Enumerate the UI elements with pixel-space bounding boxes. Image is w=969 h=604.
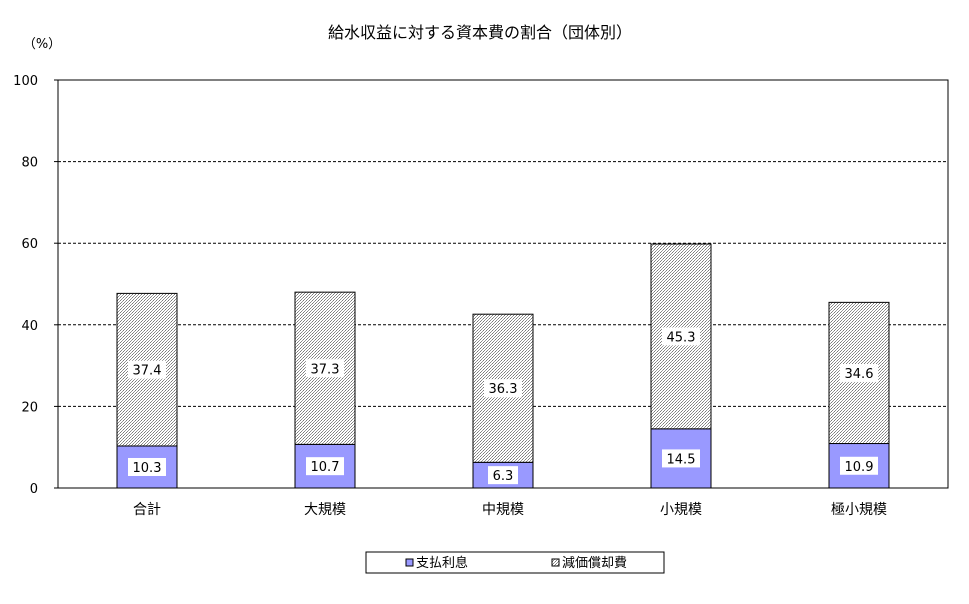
data-label-box xyxy=(484,379,522,398)
y-tick-label: 80 xyxy=(21,156,38,171)
data-label: 10.9 xyxy=(845,460,874,475)
y-unit-label: （%） xyxy=(23,37,61,52)
data-label-box xyxy=(840,363,878,382)
data-label: 14.5 xyxy=(667,452,696,467)
y-tick-label: 100 xyxy=(13,74,38,89)
x-tick-label: 中規模 xyxy=(482,502,524,518)
data-label-box xyxy=(128,457,166,476)
x-tick-label: 合計 xyxy=(133,502,161,518)
data-label-box xyxy=(662,327,700,346)
legend-label: 支払利息 xyxy=(416,555,468,571)
data-label-box xyxy=(128,360,166,379)
data-label: 37.3 xyxy=(311,362,340,377)
data-label: 10.3 xyxy=(133,461,162,476)
axes: 0 20 40 60 80 100 合計 大規模 中規模 小規模 極小規模 xyxy=(13,74,949,518)
legend: 支払利息 減価償却費 xyxy=(365,551,665,574)
data-label: 6.3 xyxy=(493,469,514,484)
data-label-box xyxy=(306,359,344,378)
data-label: 45.3 xyxy=(667,330,696,345)
x-tick-label: 小規模 xyxy=(660,502,702,518)
y-tick-label: 60 xyxy=(21,237,38,252)
legend-label: 減価償却費 xyxy=(562,555,627,571)
bar-segment xyxy=(472,313,534,463)
data-label: 10.7 xyxy=(311,460,340,475)
y-tick-label: 0 xyxy=(30,482,38,497)
bar-segment xyxy=(294,291,356,445)
data-label: 34.6 xyxy=(845,367,874,382)
data-label-box xyxy=(306,457,344,476)
data-label: 36.3 xyxy=(489,382,518,397)
data-label-box xyxy=(840,456,878,475)
legend-box xyxy=(365,551,665,574)
y-tick-label: 40 xyxy=(21,319,38,334)
y-tick-label: 20 xyxy=(21,400,38,415)
x-tick-label: 大規模 xyxy=(304,502,346,518)
data-label-box xyxy=(488,466,518,485)
data-label-box xyxy=(662,449,700,468)
plot-frame xyxy=(57,79,949,489)
bars: 10.3 37.4 10.7 37.3 6.3 36.3 14.5 45.3 10.9 34.6 xyxy=(116,243,890,489)
chart-title: 給水収益に対する資本費の割合（団体別） xyxy=(328,23,632,42)
legend-swatch xyxy=(405,558,414,567)
x-tick-label: 極小規模 xyxy=(831,502,887,518)
legend-swatch xyxy=(551,558,560,567)
data-label: 37.4 xyxy=(133,364,162,379)
